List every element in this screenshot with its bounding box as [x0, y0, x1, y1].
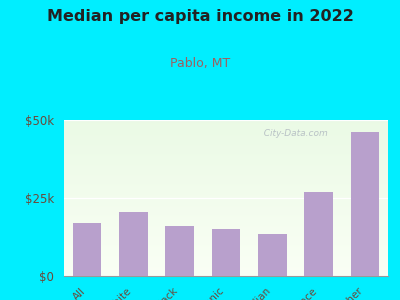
Text: Pablo, MT: Pablo, MT	[170, 57, 230, 70]
Text: Median per capita income in 2022: Median per capita income in 2022	[46, 9, 354, 24]
Bar	[73, 223, 102, 276]
Bar	[304, 192, 333, 276]
Bar	[258, 234, 287, 276]
Bar	[212, 229, 240, 276]
Bar	[119, 212, 148, 276]
Text: City-Data.com: City-Data.com	[258, 129, 328, 138]
Bar	[165, 226, 194, 276]
Bar	[350, 133, 379, 276]
